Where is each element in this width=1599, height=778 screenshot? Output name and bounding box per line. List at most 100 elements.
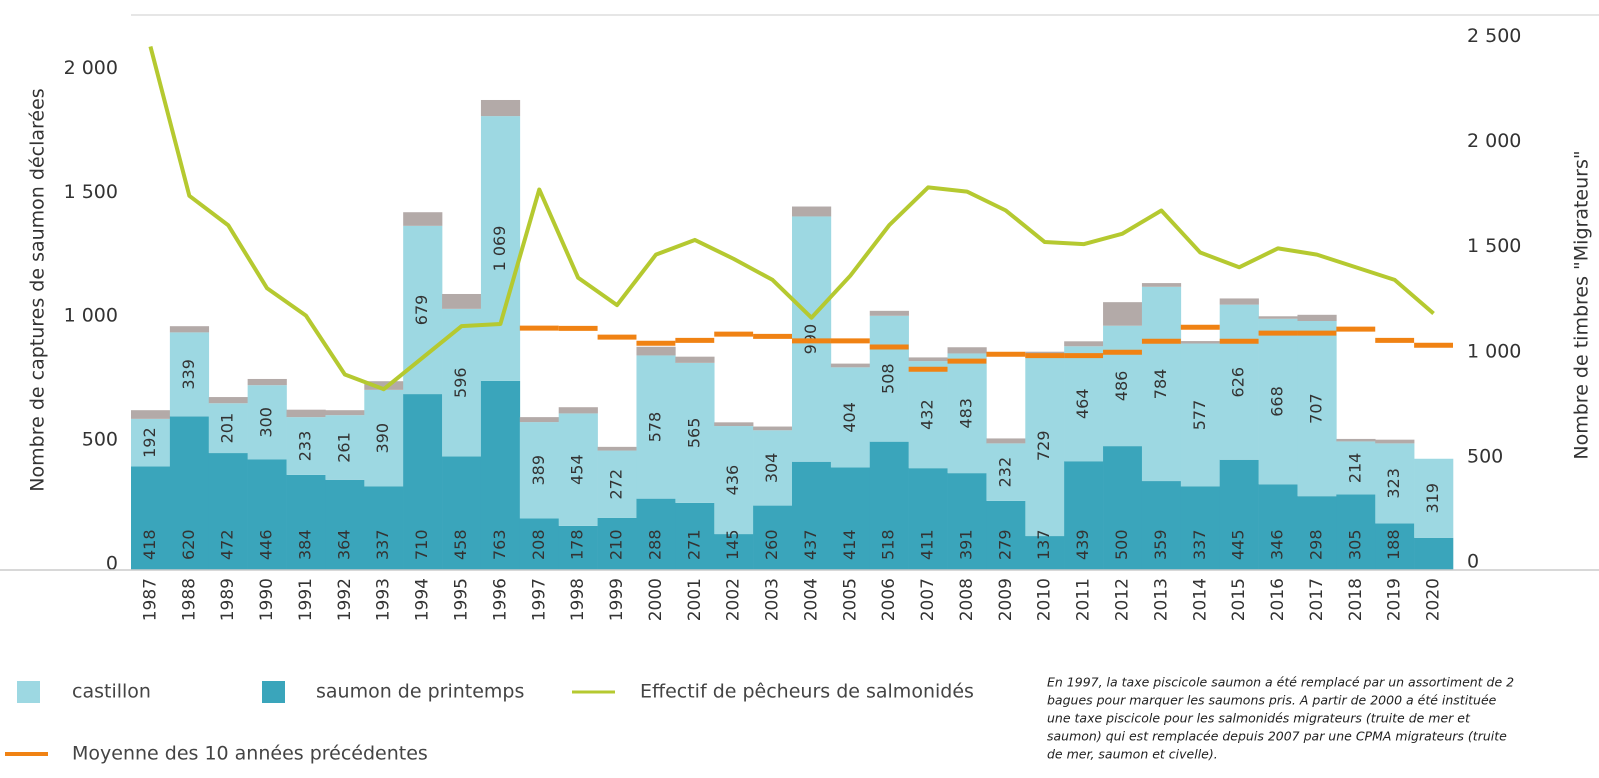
- bar-segment: [1064, 341, 1104, 347]
- line: [148, 46, 1435, 392]
- legend-label: saumon de printemps: [316, 681, 524, 703]
- data-label: 337: [373, 529, 392, 560]
- bar-segment: [869, 310, 909, 316]
- bar-segment: [480, 380, 521, 570]
- bar-segment: [908, 361, 948, 469]
- x-tick-label: 1999: [607, 578, 627, 621]
- bar-segment: [169, 416, 210, 570]
- x-tick-label: 2001: [685, 578, 705, 621]
- x-tick-label: 2007: [918, 578, 938, 621]
- bar-segment: [364, 381, 404, 390]
- bar-segment: [247, 378, 287, 386]
- bar-segment: [986, 500, 1026, 570]
- data-label: 458: [451, 529, 470, 560]
- bar-segment: [403, 394, 443, 570]
- data-label: 437: [801, 529, 820, 560]
- bar-segment: [325, 410, 365, 416]
- bar-segment: [792, 206, 832, 217]
- data-label: 483: [956, 398, 975, 429]
- bar-segment: [830, 367, 871, 468]
- y-tick-label: 1 500: [64, 181, 118, 203]
- bar-segment: [1141, 481, 1182, 570]
- data-label: 436: [723, 465, 742, 496]
- bar-segment: [1219, 298, 1259, 305]
- x-tick-label: 2008: [957, 578, 977, 621]
- bar-segment: [675, 502, 715, 570]
- y-tick-label: 2 000: [64, 57, 118, 79]
- bar-segment: [636, 346, 676, 356]
- bar-segment: [869, 315, 909, 442]
- bar-segment: [675, 362, 715, 503]
- y-tick-label: 500: [82, 429, 118, 451]
- x-tick-label: 2013: [1151, 578, 1171, 621]
- bar-segment: [247, 459, 287, 570]
- bar-segment: [792, 461, 832, 570]
- x-tick-label: 1996: [490, 578, 510, 621]
- bar-segment: [1297, 314, 1337, 321]
- data-label: 454: [568, 454, 587, 485]
- y2-tick-label: 1 500: [1467, 235, 1521, 257]
- x-tick-label: 1987: [140, 578, 160, 621]
- data-label: 729: [1034, 430, 1053, 461]
- data-label: 192: [140, 427, 159, 458]
- bar-segment: [286, 417, 326, 475]
- x-tick-label: 2017: [1307, 578, 1327, 621]
- bar-segment: [519, 518, 560, 570]
- bar-segment: [675, 356, 715, 363]
- x-tick-label: 2014: [1190, 578, 1210, 621]
- note-line: En 1997, la taxe piscicole saumon a été …: [1047, 675, 1514, 690]
- x-tick-label: 2020: [1424, 578, 1444, 621]
- data-label: 260: [762, 529, 781, 560]
- data-label: 668: [1268, 386, 1287, 417]
- bar-segment: [753, 505, 793, 570]
- bar-segment: [1336, 438, 1376, 442]
- data-label: 486: [1112, 371, 1131, 402]
- data-label: 323: [1384, 468, 1403, 499]
- note-line: une taxe piscicole pour les salmonidés m…: [1047, 711, 1471, 726]
- x-tick-label: 2009: [996, 578, 1016, 621]
- data-label: 384: [295, 529, 314, 560]
- data-label: 1 069: [490, 226, 509, 272]
- bar-segment: [403, 212, 443, 226]
- data-label: 445: [1229, 529, 1248, 560]
- bar-segment: [753, 426, 793, 431]
- data-label: 500: [1112, 529, 1131, 560]
- x-tick-label: 1989: [218, 578, 238, 621]
- data-label: 784: [1151, 369, 1170, 400]
- data-label: 389: [529, 455, 548, 486]
- bar-segment: [869, 441, 909, 570]
- data-label: 279: [995, 529, 1014, 560]
- bar-segment: [364, 389, 404, 487]
- bar-segment: [714, 422, 754, 427]
- data-label: 339: [179, 359, 198, 390]
- x-tick-label: 1992: [335, 578, 355, 621]
- bar-segment: [1180, 343, 1221, 487]
- bar-segment: [480, 116, 521, 381]
- data-label: 210: [607, 529, 626, 560]
- y2-tick-label: 2 000: [1467, 130, 1521, 152]
- x-tick-label: 1990: [257, 578, 277, 621]
- bar-segment: [1103, 325, 1143, 447]
- x-tick-label: 2003: [763, 578, 783, 621]
- bar-segment: [636, 355, 676, 499]
- bar-segment: [325, 415, 365, 480]
- bar-segment: [169, 326, 210, 333]
- data-label: 214: [1345, 453, 1364, 484]
- data-label: 208: [529, 529, 548, 560]
- y-tick-label: 0: [106, 553, 118, 575]
- bar-segment: [325, 479, 365, 570]
- data-label: 578: [645, 412, 664, 443]
- data-label: 201: [218, 413, 237, 444]
- legend-swatch: [17, 681, 40, 703]
- bar-segment: [753, 430, 793, 506]
- bar-segment: [1375, 443, 1415, 524]
- data-label: 272: [607, 469, 626, 500]
- data-label: 418: [140, 529, 159, 560]
- data-label: 232: [995, 457, 1014, 488]
- y-tick-label: 1 000: [64, 305, 118, 327]
- data-label: 391: [956, 529, 975, 560]
- data-label: 359: [1151, 529, 1170, 560]
- data-label: 304: [762, 453, 781, 484]
- legend-label: Effectif de pêcheurs de salmonidés: [640, 681, 974, 703]
- x-tick-label: 2015: [1229, 578, 1249, 621]
